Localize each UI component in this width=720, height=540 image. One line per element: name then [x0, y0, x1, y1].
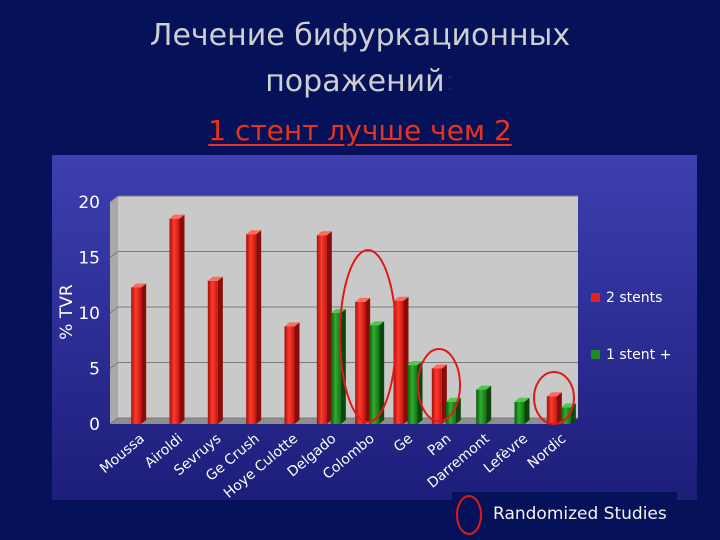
bar-top	[546, 392, 562, 397]
bar-top	[355, 297, 371, 302]
bar-two-stents	[284, 326, 295, 424]
bar-two-stents	[546, 396, 557, 424]
bar-side	[365, 297, 371, 424]
bar-two-stents	[207, 280, 218, 424]
highlight-circle	[417, 348, 461, 422]
bar-one-stent	[330, 313, 341, 424]
bar-two-stents	[355, 301, 366, 424]
gridline-diag	[109, 195, 119, 203]
bar-top	[284, 322, 300, 327]
bar-top	[431, 364, 447, 369]
y-tick-label: 15	[78, 249, 100, 269]
bar-two-stents	[131, 287, 142, 424]
bar-top	[476, 385, 492, 390]
bar-two-stents	[393, 300, 404, 424]
y-axis-label: % TVR	[57, 284, 77, 340]
bar-top	[316, 231, 332, 236]
highlight-circle	[339, 249, 397, 423]
slide-subtitle: 1 стент лучше чем 2	[208, 114, 512, 147]
bar-side	[256, 230, 262, 424]
bar-top	[169, 214, 185, 219]
bar-one-stent	[407, 365, 418, 424]
bar-side	[179, 214, 185, 424]
slide-title-line1: Лечение бифуркационных	[149, 18, 571, 53]
bar-side	[486, 385, 492, 424]
bar-top	[207, 276, 223, 281]
bar-side	[340, 309, 346, 424]
bar-side	[524, 397, 530, 424]
bar-top	[246, 230, 262, 235]
bar-two-stents	[246, 234, 257, 424]
gridline-diag	[109, 251, 119, 258]
bar-one-stent	[476, 389, 487, 424]
slide-title-colon: :	[444, 64, 455, 99]
slide-title-line2-text: поражений	[265, 64, 445, 99]
bar-top	[514, 397, 530, 402]
gridline-diag	[109, 306, 119, 314]
badge-circle-icon	[456, 495, 482, 535]
bar-two-stents	[431, 368, 442, 424]
bar-one-stent	[369, 325, 380, 424]
y-tick-label: 5	[89, 360, 100, 380]
highlight-circle	[533, 371, 575, 425]
bar-side	[441, 364, 447, 424]
bar-two-stents	[316, 235, 327, 424]
bar-one-stent	[514, 401, 525, 424]
bar-side	[556, 392, 562, 424]
bar-top	[407, 361, 423, 366]
bar-one-stent	[445, 401, 456, 424]
bar-side	[294, 322, 300, 424]
bar-two-stents	[169, 218, 180, 424]
legend-label: 1 stent +	[606, 347, 671, 363]
legend-swatch	[591, 350, 600, 359]
bar-top	[131, 283, 147, 288]
y-tick-label: 10	[78, 304, 100, 324]
gridline-diag	[109, 362, 119, 369]
bar-side	[326, 231, 332, 424]
bar-side	[141, 283, 147, 424]
bar-top	[369, 321, 385, 326]
slide-title-line2: поражений:	[0, 64, 720, 99]
gridline-diag	[109, 417, 119, 425]
y-tick-label: 20	[78, 193, 100, 213]
y-tick-label: 0	[89, 415, 100, 435]
bar-top	[393, 296, 409, 301]
badge-box	[452, 492, 677, 538]
legend-swatch	[591, 293, 600, 302]
legend-label: 2 stents	[606, 290, 662, 306]
badge-label: Randomized Studies	[493, 504, 667, 524]
bar-side	[217, 276, 223, 424]
bar-one-stent	[560, 407, 571, 424]
bar-side	[379, 321, 385, 424]
bar-side	[403, 296, 409, 424]
